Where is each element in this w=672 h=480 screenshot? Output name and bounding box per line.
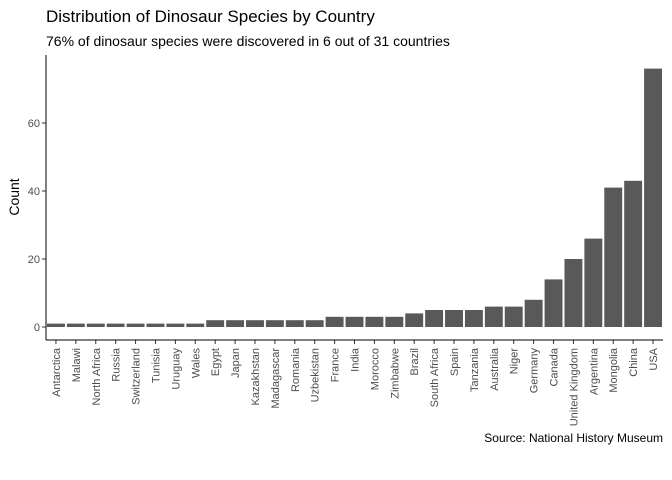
bar-madagascar [265, 320, 284, 327]
x-tick-label: Uzbekistan [310, 348, 322, 402]
bar-mongolia [604, 187, 623, 327]
bar-brazil [405, 313, 424, 327]
x-tick-label: Zimbabwe [389, 348, 401, 399]
bar-morocco [365, 316, 384, 327]
x-tick-label: Tanzania [469, 347, 481, 392]
bar-spain [445, 310, 463, 327]
bar-wales [186, 323, 205, 327]
y-tick-label: 60 [28, 118, 40, 130]
x-tick-label: Germany [529, 348, 541, 394]
bar-uzbekistan [305, 320, 324, 327]
x-tick-label: Madagascar [270, 348, 282, 409]
bar-australia [484, 306, 503, 327]
bar-canada [544, 279, 563, 327]
bars-group [46, 68, 663, 327]
x-tick-label: Switzerland [131, 348, 143, 405]
x-tick-label: Antarctica [51, 347, 63, 397]
x-tick-label: India [350, 347, 362, 372]
x-tick-label: United Kingdom [568, 348, 580, 426]
bar-egypt [206, 320, 225, 327]
x-tick-label: Niger [509, 348, 521, 375]
x-tick-label: Spain [449, 348, 461, 376]
bar-usa [644, 68, 663, 327]
bar-united-kingdom [564, 259, 583, 327]
chart-caption: Source: National History Museum [484, 431, 663, 445]
x-tick-label: Egypt [210, 348, 222, 376]
y-axis-title: Count [6, 178, 22, 215]
x-tick-label: Malawi [71, 348, 83, 382]
bar-argentina [584, 238, 603, 327]
y-tick-label: 40 [28, 186, 40, 198]
bar-japan [226, 320, 245, 327]
bar-tunisia [146, 323, 165, 327]
bar-switzerland [126, 323, 145, 327]
bar-russia [106, 323, 125, 327]
x-tick-label: Mongolia [608, 347, 620, 393]
bar-china [624, 180, 643, 327]
x-tick-label: Morocco [369, 348, 381, 390]
x-tick-label: France [330, 348, 342, 382]
chart-subtitle: 76% of dinosaur species were discovered … [46, 33, 450, 49]
x-tick-label: Russia [111, 347, 123, 382]
bar-malawi [66, 323, 85, 327]
x-tick-label: USA [648, 347, 660, 370]
x-tick-label: Canada [549, 347, 561, 386]
y-axis: 0 20 40 60 [28, 55, 47, 340]
x-tick-label: Tunisia [150, 347, 162, 383]
x-tick-label: North Africa [91, 347, 103, 405]
bar-north-africa [86, 323, 105, 327]
x-tick-label: Romania [290, 347, 302, 392]
bar-antarctica [46, 323, 65, 327]
x-tick-label: Japan [230, 348, 242, 378]
y-tick-label: 20 [28, 254, 40, 266]
y-tick-label: 0 [34, 322, 40, 334]
bar-uruguay [166, 323, 185, 327]
x-tick-label: Uruguay [170, 348, 182, 390]
x-tick-label: South Africa [429, 347, 441, 407]
bar-romania [285, 320, 304, 327]
chart-title: Distribution of Dinosaur Species by Coun… [46, 7, 375, 26]
bar-tanzania [464, 310, 483, 327]
bar-india [345, 316, 364, 327]
bar-niger [504, 306, 523, 327]
bar-zimbabwe [385, 316, 404, 327]
x-tick-label: Australia [489, 347, 501, 391]
bar-france [325, 316, 344, 327]
bar-kazakhstan [246, 320, 264, 327]
x-tick-label: Brazil [409, 348, 421, 376]
x-tick-label: Wales [190, 348, 202, 379]
bar-south-africa [425, 310, 444, 327]
x-tick-label: Argentina [588, 347, 600, 395]
x-axis: Antarctica Malawi North Africa Russia Switze… [46, 339, 663, 426]
x-tick-label: Kazakhstan [250, 348, 262, 405]
bar-germany [524, 299, 543, 327]
x-tick-label: China [628, 347, 640, 377]
